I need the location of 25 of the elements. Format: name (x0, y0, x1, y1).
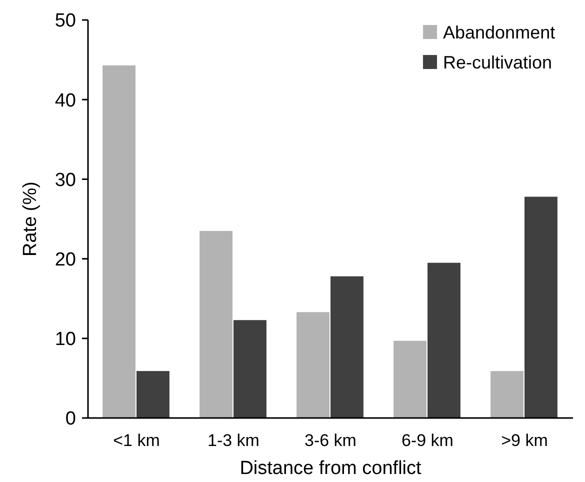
bar (234, 320, 266, 418)
x-axis-title: Distance from conflict (240, 458, 422, 479)
y-tick-label: 10 (54, 329, 76, 350)
bar (200, 230, 232, 418)
x-tick-label: 1-3 km (208, 431, 260, 450)
x-tick-label: <1 km (113, 431, 160, 450)
x-tick-label: >9 km (501, 431, 548, 450)
y-tick-label: 40 (54, 90, 76, 112)
legend-label: Abandonment (443, 22, 556, 42)
bar (296, 312, 330, 418)
bar (394, 340, 426, 418)
y-axis-title: Rate (%) (20, 182, 41, 256)
x-tick-label: 3-6 km (304, 431, 356, 450)
bar (136, 371, 170, 418)
bar (330, 276, 364, 418)
bar (428, 262, 460, 418)
bar (490, 371, 524, 418)
x-tick-label: 6-9 km (402, 431, 454, 450)
y-tick-label: 30 (54, 170, 76, 191)
bar (524, 196, 558, 418)
bar (102, 65, 136, 418)
y-tick-label: 50 (54, 10, 76, 32)
y-tick-label: 0 (65, 408, 76, 430)
legend-label: Re-cultivation (443, 52, 552, 72)
y-tick-label: 20 (54, 249, 76, 270)
